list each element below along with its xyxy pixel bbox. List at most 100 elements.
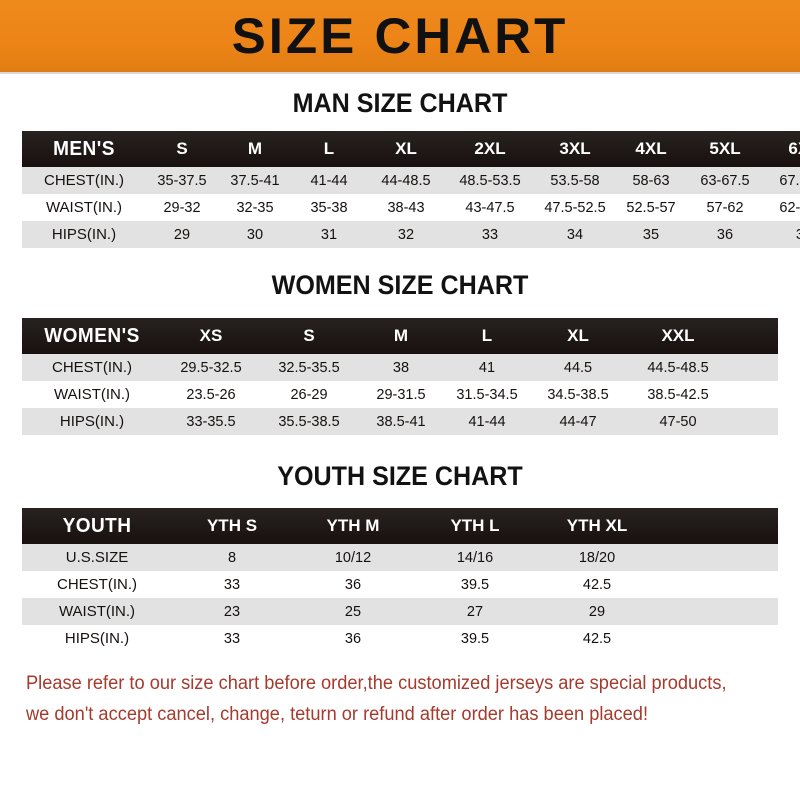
table-cell: [718, 571, 778, 598]
man-size-chart: MEN'S S M L XL 2XL 3XL 4XL 5XL 6XL CHEST…: [22, 131, 800, 248]
table-cell: 38.5-41: [376, 413, 426, 430]
table-cell: 33: [481, 226, 499, 243]
table-cell: 33: [223, 630, 241, 647]
page-banner: SIZE CHART: [0, 0, 800, 74]
column-header: M: [393, 326, 409, 345]
table-cell: [730, 408, 754, 435]
row-label-header: WOMEN'S: [44, 324, 140, 347]
column-header: [718, 508, 778, 544]
table-cell: 31.5-34.5: [456, 386, 518, 403]
table-cell: 29-32: [163, 199, 201, 216]
women-size-chart: WOMEN'S XS S M L XL XXL CHEST(IN.) 29.5-…: [22, 318, 778, 435]
column-header: XL: [395, 139, 417, 158]
table-cell: 36: [716, 226, 734, 243]
column-header: XS: [199, 326, 223, 345]
table-cell: [658, 625, 718, 652]
table-row: HIPS(IN.) 33-35.5 35.5-38.5 38.5-41 41-4…: [22, 408, 778, 435]
table-row: HIPS(IN.) 33 36 39.5 42.5: [22, 625, 778, 652]
table-cell: 34: [566, 226, 584, 243]
column-header: YTH XL: [566, 516, 628, 535]
table-cell: 23.5-26: [186, 386, 236, 403]
table-cell: 33-35.5: [186, 413, 236, 430]
table-cell: [718, 625, 778, 652]
column-header: L: [323, 139, 335, 158]
table-row: CHEST(IN.) 29.5-32.5 32.5-35.5 38 41 44.…: [22, 354, 778, 381]
column-header: 3XL: [559, 139, 591, 158]
column-header: M: [247, 139, 263, 158]
table-cell: 35: [642, 226, 660, 243]
table-cell: 27: [466, 603, 484, 620]
table-cell: 41-44: [468, 413, 506, 430]
youth-size-chart: YOUTH YTH S YTH M YTH L YTH XL U.S.SIZE …: [22, 508, 778, 652]
column-header: 2XL: [474, 139, 506, 158]
row-label: WAIST(IN.): [45, 199, 123, 216]
table-cell: 35.5-38.5: [278, 413, 340, 430]
row-label: CHEST(IN.): [57, 576, 137, 593]
page-title: SIZE CHART: [231, 8, 569, 64]
table-row: HIPS(IN.) 29 30 31 32 33 34 35 36 37: [22, 221, 800, 248]
disclaimer-line-1: Please refer to our size chart before or…: [26, 673, 727, 694]
column-header: 5XL: [709, 139, 741, 158]
table-cell: 67.5-72: [779, 172, 800, 189]
table-cell: 30: [246, 226, 264, 243]
table-cell: 38.5-42.5: [647, 386, 709, 403]
table-cell: 34.5-38.5: [547, 386, 609, 403]
table-cell: 29: [588, 603, 606, 620]
column-header: S: [303, 326, 315, 345]
column-header: YTH S: [206, 516, 258, 535]
column-header: L: [481, 326, 493, 345]
table-cell: 35-37.5: [157, 172, 207, 189]
disclaimer-line-2: we don't accept cancel, change, teturn o…: [26, 704, 649, 725]
table-cell: [754, 381, 778, 408]
table-cell: [658, 544, 718, 571]
table-cell: 36: [344, 630, 362, 647]
table-cell: 62-66.5: [779, 199, 800, 216]
man-size-table: MEN'S S M L XL 2XL 3XL 4XL 5XL 6XL CHEST…: [22, 131, 800, 248]
table-cell: 23: [223, 603, 241, 620]
table-row: WAIST(IN.) 23.5-26 26-29 29-31.5 31.5-34…: [22, 381, 778, 408]
table-row: WAIST(IN.) 29-32 32-35 35-38 38-43 43-47…: [22, 194, 800, 221]
table-cell: 14/16: [456, 549, 494, 566]
row-label: U.S.SIZE: [65, 549, 129, 566]
women-size-table: WOMEN'S XS S M L XL XXL CHEST(IN.) 29.5-…: [22, 318, 778, 435]
table-cell: 42.5: [582, 576, 612, 593]
table-header-row: WOMEN'S XS S M L XL XXL: [22, 318, 778, 354]
table-cell: [730, 354, 754, 381]
row-label: HIPS(IN.): [51, 226, 117, 243]
table-cell: 57-62: [706, 199, 744, 216]
table-cell: 52.5-57: [626, 199, 676, 216]
column-header: 4XL: [635, 139, 667, 158]
table-cell: 26-29: [290, 386, 328, 403]
table-cell: 25: [344, 603, 362, 620]
table-cell: 44.5-48.5: [647, 359, 709, 376]
table-cell: 29-31.5: [376, 386, 426, 403]
table-cell: [718, 544, 778, 571]
table-cell: 44.5: [563, 359, 593, 376]
table-cell: 8: [227, 549, 237, 566]
section-title-youth: YOUTH SIZE CHART: [277, 461, 523, 491]
table-cell: [658, 571, 718, 598]
table-cell: 29: [173, 226, 191, 243]
column-header: YTH L: [450, 516, 500, 535]
row-label: CHEST(IN.): [52, 359, 132, 376]
section-title-women: WOMEN SIZE CHART: [271, 270, 529, 300]
youth-size-table: YOUTH YTH S YTH M YTH L YTH XL U.S.SIZE …: [22, 508, 778, 652]
table-cell: 47-50: [659, 413, 697, 430]
column-header: [658, 508, 718, 544]
table-cell: [754, 354, 778, 381]
table-cell: 43-47.5: [465, 199, 515, 216]
row-label-header: YOUTH: [62, 514, 132, 537]
table-cell: 47.5-52.5: [544, 199, 606, 216]
table-header-row: YOUTH YTH S YTH M YTH L YTH XL: [22, 508, 778, 544]
column-header: S: [176, 139, 188, 158]
row-label: HIPS(IN.): [59, 413, 125, 430]
column-header: YTH M: [326, 516, 380, 535]
table-row: WAIST(IN.) 23 25 27 29: [22, 598, 778, 625]
table-cell: 39.5: [460, 630, 490, 647]
table-cell: 32.5-35.5: [278, 359, 340, 376]
table-cell: 10/12: [334, 549, 372, 566]
table-cell: 29.5-32.5: [180, 359, 242, 376]
column-header: [730, 318, 754, 354]
section-title-man: MAN SIZE CHART: [292, 88, 508, 118]
